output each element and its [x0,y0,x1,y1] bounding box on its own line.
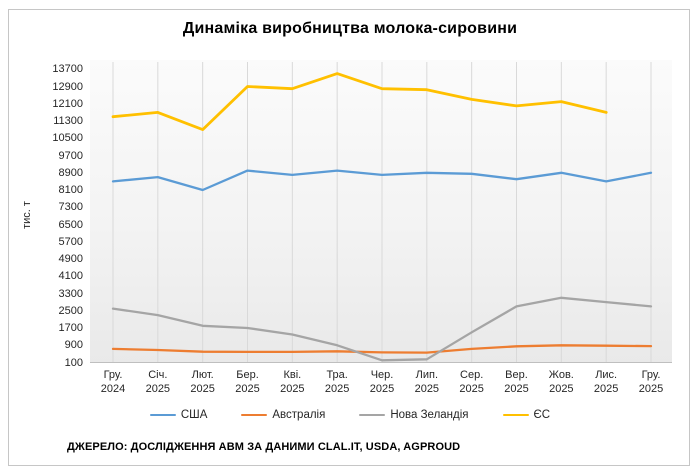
y-tick-label: 12100 [52,97,83,110]
x-tick-label: Кві. 2025 [266,368,318,396]
legend-swatch [359,413,386,417]
series-line-2 [111,296,653,362]
x-tick-year: 2025 [324,383,350,395]
x-tick-month: Січ. [148,369,168,381]
x-tick-year: 2025 [638,383,664,395]
x-tick-label: Гру. 2025 [625,368,677,396]
legend-item-1: Австралія [241,409,325,421]
y-tick-label: 13700 [52,63,83,76]
x-tick-month: Лис. [595,369,618,381]
y-tick-label: 4900 [58,253,83,265]
legend-item-3: ЄС [502,409,551,421]
legend: США Австралія Нова Зеландія ЄС [0,409,700,421]
chart-title: Динаміка виробництва молока-сировини [182,20,518,37]
y-tick-label: 4100 [58,270,83,283]
y-tick-label: 10500 [52,132,83,145]
legend-label: Австралія [272,409,326,421]
legend-label: Нова Зеландія [390,409,469,421]
y-tick-label: 8900 [58,166,83,179]
legend-item-0: США [149,409,208,421]
legend-swatch [241,413,268,417]
x-tick-year: 2025 [190,383,215,395]
y-tick-label: 100 [64,356,83,369]
y-tick-label: 900 [64,339,83,352]
y-tick-label: 2500 [58,304,83,317]
x-tick-label: Лют. 2025 [177,368,229,396]
x-tick-month: Лип. [415,369,439,381]
y-tick-label: 7300 [58,201,83,214]
x-tick-year: 2024 [100,383,126,395]
x-tick-label: Лис. 2025 [580,368,632,396]
y-tick-label: 6500 [58,218,83,231]
x-tick-label: Чер. 2025 [356,368,408,396]
x-tick-year: 2025 [280,383,305,395]
series-line-0 [111,169,653,192]
x-tick-label: Гру. 2024 [87,368,139,396]
series-line-1 [111,344,653,354]
x-tick-month: Жов. [548,369,574,381]
y-axis-title: тис. т [21,201,33,229]
x-tick-year: 2025 [549,383,574,395]
x-tick-month: Вер. [505,369,528,381]
x-tick-month: Сер. [460,369,484,381]
x-tick-label: Жов. 2025 [535,368,587,396]
source-note: ДЖЕРЕЛО: ДОСЛІДЖЕННЯ АВМ ЗА ДАНИМИ CLAL.… [67,441,461,453]
y-tick-label: 12900 [52,80,83,93]
x-tick-month: Гру. [103,369,123,381]
x-tick-label: Вер. 2025 [491,368,543,396]
x-tick-year: 2025 [369,383,395,395]
legend-swatch [502,413,529,417]
x-tick-year: 2025 [504,383,529,395]
y-tick-label: 3300 [58,287,83,300]
plot-svg [90,62,672,363]
legend-item-2: Нова Зеландія [359,409,469,421]
x-tick-year: 2025 [414,383,440,395]
gridlines [112,62,652,363]
series-line-3 [111,72,608,131]
x-tick-month: Кві. [283,369,302,381]
y-tick-label: 8100 [58,184,83,196]
legend-label: ЄС [533,409,551,421]
x-tick-year: 2025 [459,383,484,395]
x-tick-label: Бер. 2025 [222,368,274,396]
x-tick-month: Тра. [326,369,348,381]
x-tick-month: Лют. [191,369,214,381]
x-tick-month: Бер. [236,369,259,381]
x-tick-label: Сер. 2025 [446,368,498,396]
x-tick-year: 2025 [235,383,260,395]
x-tick-label: Лип. 2025 [401,368,453,396]
legend-label: США [180,409,208,421]
y-tick-label: 5700 [58,235,83,248]
y-tick-label: 1700 [58,322,83,334]
plot-area [90,60,672,363]
x-tick-label: Січ. 2025 [132,368,184,396]
y-tick-label: 11300 [53,115,83,127]
y-tick-label: 9700 [58,149,83,162]
x-tick-year: 2025 [593,383,619,395]
x-tick-label: Тра. 2025 [311,368,363,396]
x-tick-month: Гру. [641,369,661,381]
x-tick-year: 2025 [145,383,171,395]
legend-swatch [149,413,176,417]
x-tick-month: Чер. [370,369,394,381]
